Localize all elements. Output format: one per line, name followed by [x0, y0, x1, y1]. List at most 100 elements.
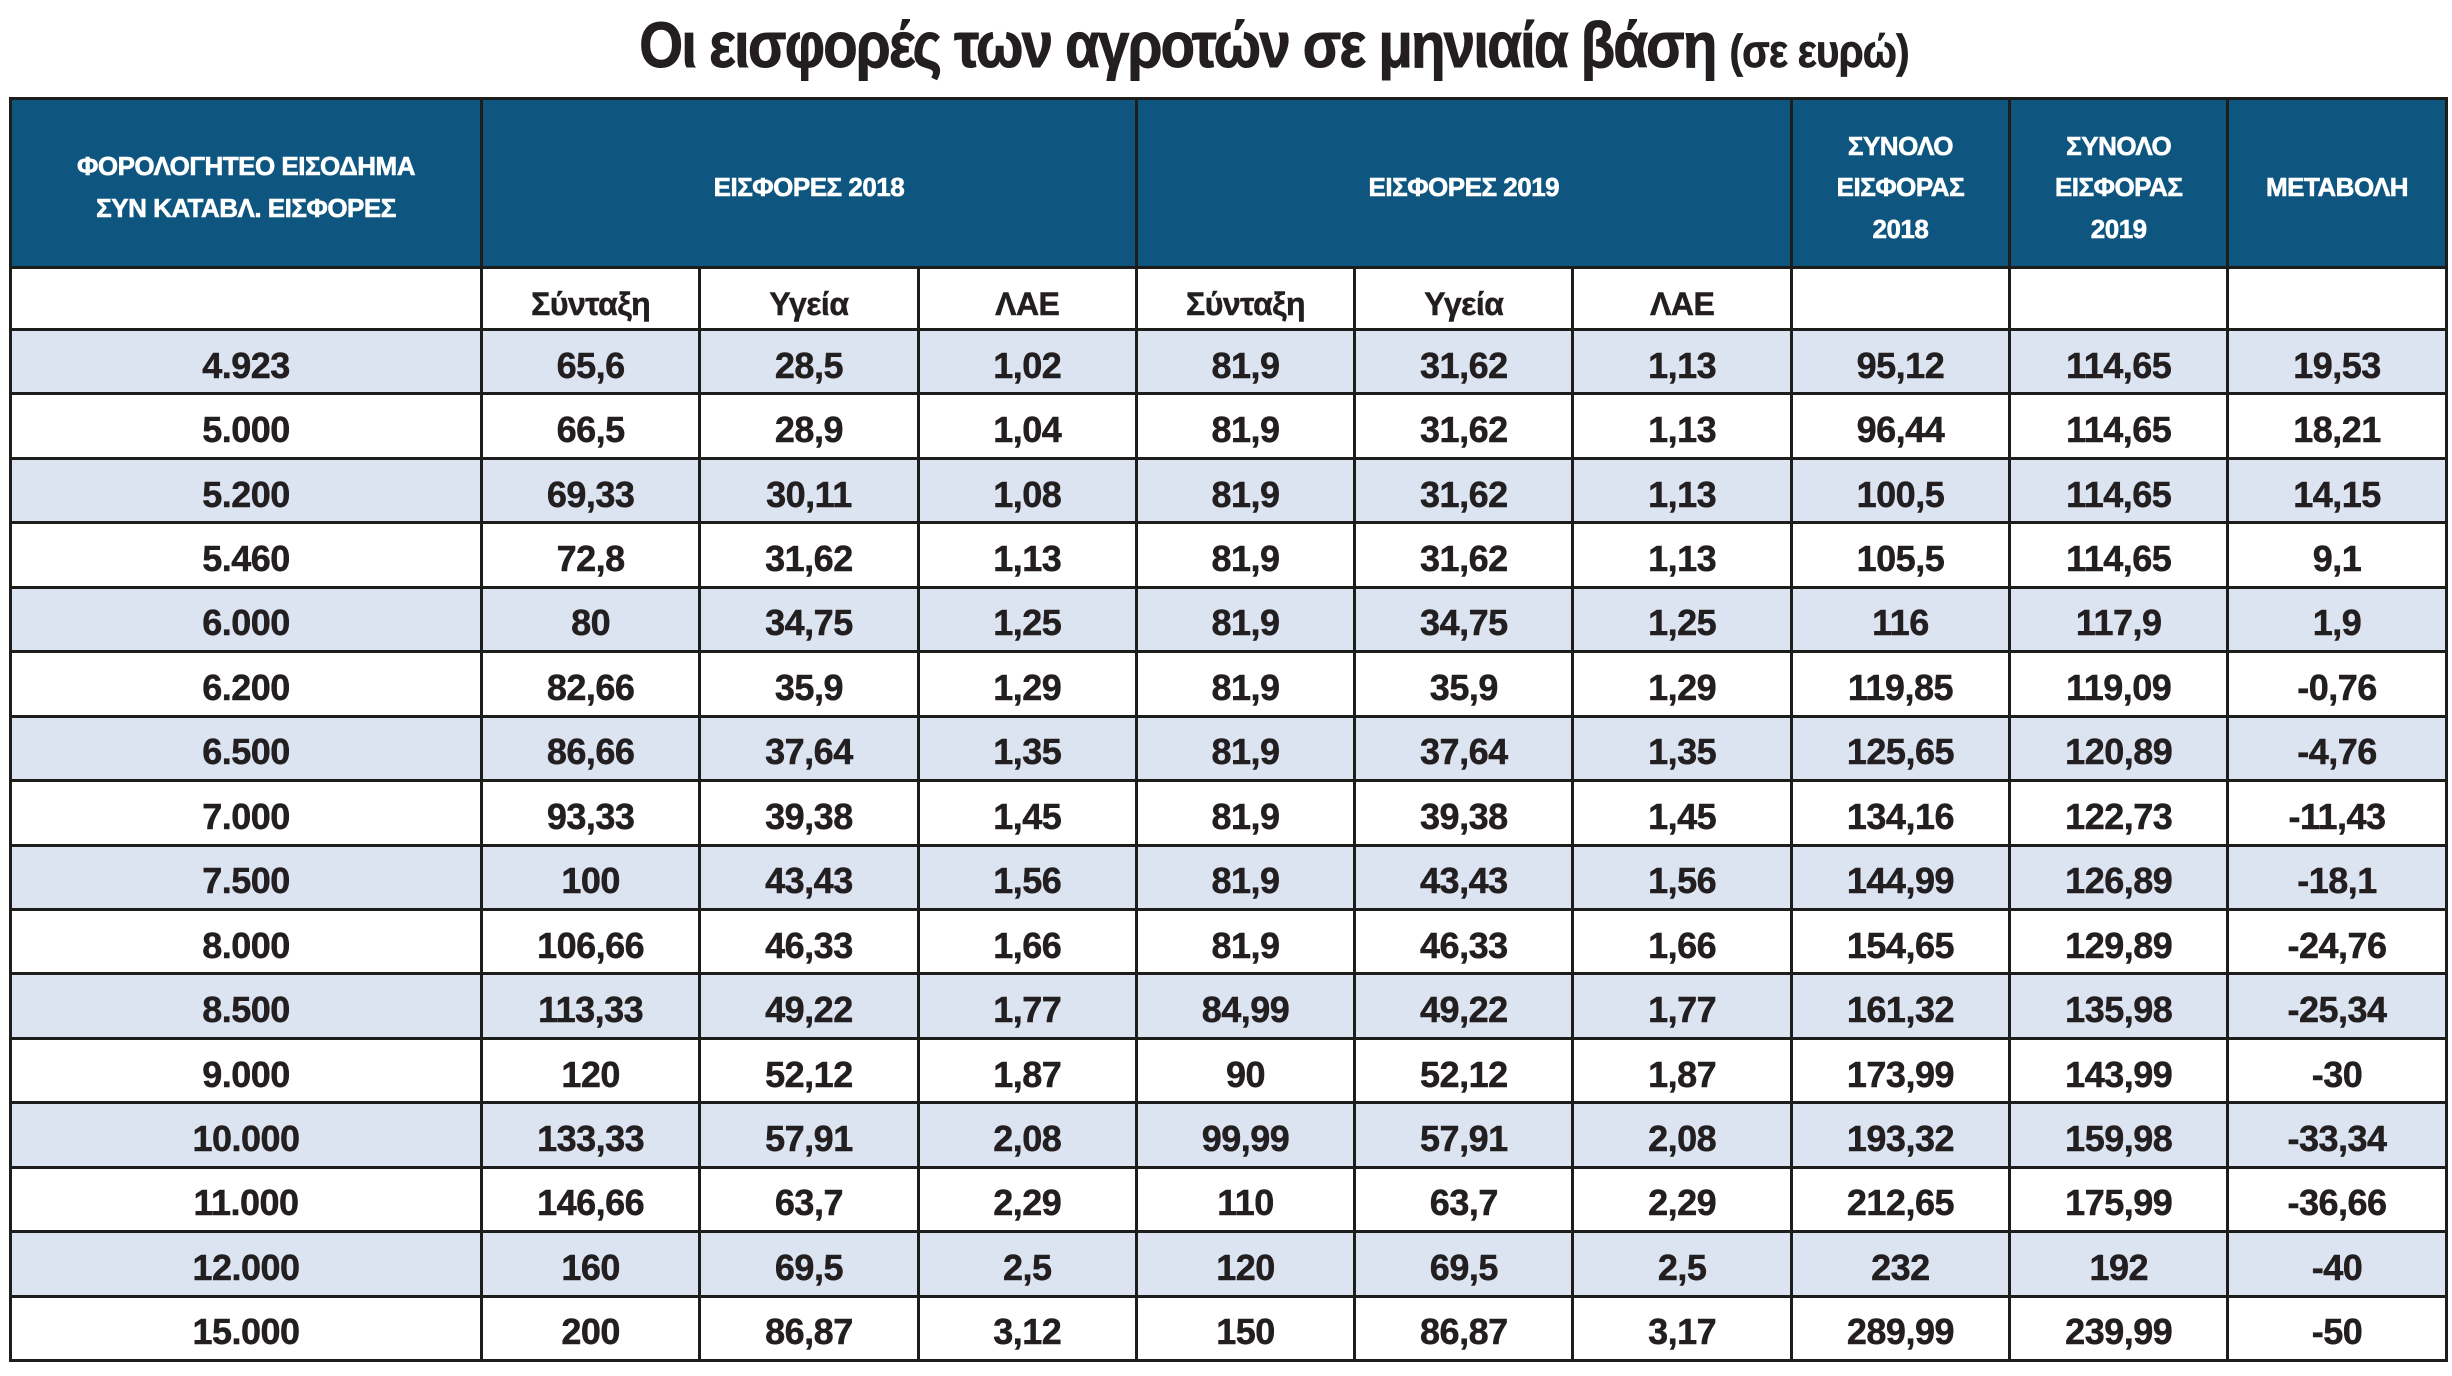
header-change: ΜΕΤΑΒΟΛΗ — [2226, 97, 2448, 269]
cell-income: 5.200 — [9, 456, 483, 525]
cell-total-2018: 173,99 — [1789, 1036, 2012, 1105]
table-row: 11.000 146,66 63,7 2,29 110 63,7 2,29 212,65 175… — [9, 1165, 2448, 1234]
cell-health-2019: 31,62 — [1353, 521, 1575, 589]
cell-total-2019: 114,65 — [2008, 392, 2230, 460]
cell-lae-2019: 1,29 — [1571, 650, 1793, 718]
cell-health-2018: 35,9 — [698, 650, 920, 718]
cell-lae-2018: 1,77 — [916, 972, 1138, 1040]
subheader-pension-2018: Σύνταξη — [479, 266, 702, 331]
cell-change: -18,1 — [2226, 843, 2448, 911]
cell-total-2019: 129,89 — [2008, 907, 2230, 976]
cell-total-2019: 239,99 — [2008, 1294, 2230, 1363]
cell-health-2019: 31,62 — [1353, 456, 1575, 525]
cell-change: -33,34 — [2226, 1101, 2448, 1169]
table-row: 7.000 93,33 39,38 1,45 81,9 39,38 1,45 134,16 12… — [9, 779, 2448, 847]
cell-lae-2018: 2,29 — [916, 1165, 1138, 1234]
cell-lae-2019: 3,17 — [1571, 1294, 1793, 1363]
cell-lae-2019: 1,45 — [1571, 779, 1793, 847]
table-row: 5.200 69,33 30,11 1,08 81,9 31,62 1,13 100,5 114… — [9, 456, 2448, 525]
table-row: 6.200 82,66 35,9 1,29 81,9 35,9 1,29 119,85 119,… — [9, 650, 2448, 718]
cell-change: 18,21 — [2226, 392, 2448, 460]
cell-pension-2018: 133,33 — [479, 1101, 702, 1169]
table-row: 7.500 100 43,43 1,56 81,9 43,43 1,56 144,99 126,… — [9, 843, 2448, 911]
subheader-blank — [9, 266, 483, 331]
table-row: 12.000 160 69,5 2,5 120 69,5 2,5 232 192 -40 — [9, 1230, 2448, 1298]
title-main: Οι εισφορές των αγροτών σε μηνιαία βάση — [639, 9, 1718, 82]
cell-lae-2018: 2,5 — [916, 1230, 1138, 1298]
cell-total-2019: 120,89 — [2008, 714, 2230, 783]
cell-total-2019: 114,65 — [2008, 456, 2230, 525]
cell-change: -25,34 — [2226, 972, 2448, 1040]
table-row: 8.500 113,33 49,22 1,77 84,99 49,22 1,77 161,32… — [9, 972, 2448, 1040]
cell-lae-2018: 3,12 — [916, 1294, 1138, 1363]
cell-health-2018: 34,75 — [698, 585, 920, 654]
cell-total-2019: 114,65 — [2008, 521, 2230, 589]
cell-income: 7.500 — [9, 843, 483, 911]
cell-pension-2018: 146,66 — [479, 1165, 702, 1234]
cell-pension-2018: 86,66 — [479, 714, 702, 783]
cell-pension-2018: 66,5 — [479, 392, 702, 460]
cell-income: 10.000 — [9, 1101, 483, 1169]
subheader-blank-total-2018 — [1789, 266, 2012, 331]
header-row-groups: ΦΟΡΟΛΟΓΗΤΕΟ ΕΙΣΟΔΗΜΑ ΣΥΝ ΚΑΤΑΒΛ. ΕΙΣΦΟΡΕ… — [9, 97, 2448, 269]
cell-health-2018: 37,64 — [698, 714, 920, 783]
cell-health-2018: 46,33 — [698, 907, 920, 976]
cell-total-2018: 212,65 — [1789, 1165, 2012, 1234]
cell-health-2018: 86,87 — [698, 1294, 920, 1363]
cell-total-2018: 144,99 — [1789, 843, 2012, 911]
cell-lae-2019: 2,5 — [1571, 1230, 1793, 1298]
cell-health-2018: 28,9 — [698, 392, 920, 460]
cell-change: -50 — [2226, 1294, 2448, 1363]
cell-pension-2019: 81,9 — [1134, 650, 1357, 718]
cell-pension-2019: 150 — [1134, 1294, 1357, 1363]
cell-health-2019: 57,91 — [1353, 1101, 1575, 1169]
cell-lae-2019: 1,35 — [1571, 714, 1793, 783]
table-row: 9.000 120 52,12 1,87 90 52,12 1,87 173,99 143,99… — [9, 1036, 2448, 1105]
cell-income: 15.000 — [9, 1294, 483, 1363]
cell-income: 4.923 — [9, 327, 483, 396]
cell-pension-2018: 82,66 — [479, 650, 702, 718]
cell-total-2018: 154,65 — [1789, 907, 2012, 976]
cell-income: 6.200 — [9, 650, 483, 718]
cell-pension-2019: 81,9 — [1134, 714, 1357, 783]
cell-lae-2018: 1,35 — [916, 714, 1138, 783]
cell-pension-2019: 90 — [1134, 1036, 1357, 1105]
cell-health-2019: 63,7 — [1353, 1165, 1575, 1234]
cell-health-2019: 35,9 — [1353, 650, 1575, 718]
cell-pension-2019: 81,9 — [1134, 585, 1357, 654]
cell-income: 6.500 — [9, 714, 483, 783]
page-title: Οι εισφορές των αγροτών σε μηνιαία βάση … — [195, 8, 2353, 82]
cell-income: 11.000 — [9, 1165, 483, 1234]
cell-lae-2018: 1,02 — [916, 327, 1138, 396]
cell-total-2019: 122,73 — [2008, 779, 2230, 847]
subheader-health-2019: Υγεία — [1353, 266, 1575, 331]
header-income: ΦΟΡΟΛΟΓΗΤΕΟ ΕΙΣΟΔΗΜΑ ΣΥΝ ΚΑΤΑΒΛ. ΕΙΣΦΟΡΕ… — [9, 97, 483, 269]
cell-health-2019: 37,64 — [1353, 714, 1575, 783]
cell-total-2019: 175,99 — [2008, 1165, 2230, 1234]
table-row: 5.000 66,5 28,9 1,04 81,9 31,62 1,13 96,44 114,6… — [9, 392, 2448, 460]
cell-total-2018: 100,5 — [1789, 456, 2012, 525]
header-total-2019: ΣΥΝΟΛΟ ΕΙΣΦΟΡΑΣ 2019 — [2008, 97, 2230, 269]
cell-change: 19,53 — [2226, 327, 2448, 396]
cell-health-2019: 69,5 — [1353, 1230, 1575, 1298]
cell-lae-2018: 1,25 — [916, 585, 1138, 654]
cell-income: 7.000 — [9, 779, 483, 847]
cell-pension-2018: 65,6 — [479, 327, 702, 396]
cell-pension-2019: 120 — [1134, 1230, 1357, 1298]
cell-pension-2018: 106,66 — [479, 907, 702, 976]
cell-lae-2018: 1,08 — [916, 456, 1138, 525]
cell-income: 8.500 — [9, 972, 483, 1040]
cell-lae-2018: 2,08 — [916, 1101, 1138, 1169]
cell-lae-2018: 1,56 — [916, 843, 1138, 911]
cell-total-2019: 135,98 — [2008, 972, 2230, 1040]
cell-income: 6.000 — [9, 585, 483, 654]
cell-health-2019: 31,62 — [1353, 327, 1575, 396]
cell-income: 5.000 — [9, 392, 483, 460]
cell-lae-2019: 1,56 — [1571, 843, 1793, 911]
cell-change: -36,66 — [2226, 1165, 2448, 1234]
cell-total-2018: 193,32 — [1789, 1101, 2012, 1169]
cell-pension-2018: 80 — [479, 585, 702, 654]
table-row: 10.000 133,33 57,91 2,08 99,99 57,91 2,08 193,3… — [9, 1101, 2448, 1169]
cell-lae-2018: 1,29 — [916, 650, 1138, 718]
